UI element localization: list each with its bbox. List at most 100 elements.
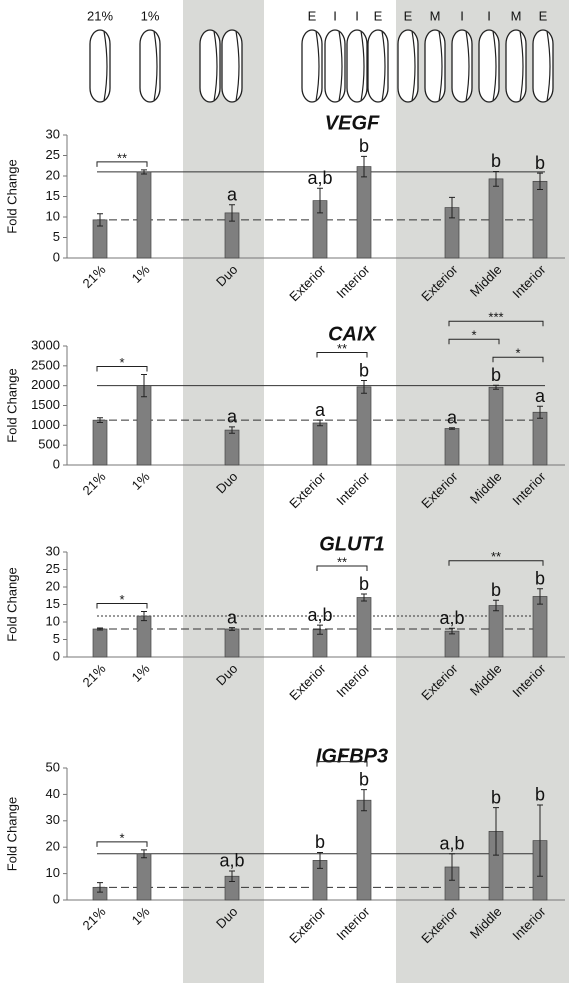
bar — [356, 597, 372, 658]
y-tick-label: 0 — [53, 891, 60, 906]
bar — [444, 428, 460, 466]
y-tick-label: 30 — [46, 812, 60, 827]
error-bar — [361, 789, 367, 812]
error-bar — [537, 588, 543, 605]
y-tick-label: 20 — [46, 839, 60, 854]
bar — [224, 628, 240, 658]
disk-edge — [411, 30, 416, 102]
disk-edge — [519, 30, 524, 102]
x-tick-label: Interior — [333, 660, 373, 700]
significance-bracket — [96, 161, 148, 167]
x-tick-label: 21% — [80, 661, 109, 690]
error-bar — [141, 169, 147, 175]
disk-edge — [315, 30, 320, 102]
significance-letter: b — [359, 360, 369, 380]
bar — [532, 180, 548, 259]
significance-letter: a — [227, 407, 238, 427]
y-tick-label: 5 — [53, 229, 60, 244]
x-tick-label: 1% — [129, 904, 153, 928]
significance-bracket — [96, 841, 148, 847]
chart-title: CAIX — [328, 323, 377, 345]
error-bar — [493, 599, 499, 612]
y-tick-label: 10 — [46, 865, 60, 880]
y-axis-label: Fold Change — [4, 567, 19, 641]
disk — [367, 29, 389, 103]
error-bar — [361, 380, 367, 394]
disk — [89, 29, 111, 103]
y-tick-label: 500 — [38, 437, 60, 452]
significance-letter: b — [535, 785, 545, 805]
x-tick-label: 1% — [129, 262, 153, 286]
significance-label: * — [119, 592, 124, 607]
significance-letter: b — [491, 151, 501, 171]
bar — [136, 171, 152, 259]
bar — [92, 419, 108, 466]
diagram-label: E — [539, 8, 548, 23]
chart-title: GLUT1 — [319, 533, 385, 555]
error-bar — [449, 196, 455, 219]
bar — [532, 411, 548, 466]
bar — [532, 596, 548, 658]
y-tick-label: 1500 — [31, 397, 60, 412]
disk — [532, 29, 554, 103]
y-tick-label: 10 — [46, 208, 60, 223]
bar — [444, 630, 460, 658]
disk — [478, 29, 500, 103]
error-bar — [229, 870, 235, 883]
disk — [451, 29, 473, 103]
diagram-label: 1% — [141, 8, 160, 23]
error-bar — [141, 374, 147, 398]
y-axis-label: Fold Change — [4, 797, 19, 871]
error-bar — [141, 611, 147, 622]
diagram-label: E — [374, 8, 383, 23]
significance-bracket — [492, 356, 544, 363]
y-tick-label: 40 — [46, 786, 60, 801]
y-tick-label: 25 — [46, 147, 60, 162]
diagram-label: 21% — [87, 8, 113, 23]
bar — [356, 799, 372, 901]
x-tick-label: Interior — [333, 903, 373, 943]
y-tick-label: 5 — [53, 631, 60, 646]
y-tick-label: 15 — [46, 596, 60, 611]
disk — [424, 29, 446, 103]
bar — [488, 178, 504, 259]
significance-letter: a,b — [307, 605, 332, 625]
x-tick-label: 21% — [80, 262, 109, 291]
disk — [505, 29, 527, 103]
significance-letter: a,b — [439, 608, 464, 628]
y-tick-label: 2500 — [31, 357, 60, 372]
disk — [139, 29, 161, 103]
significance-bracket — [316, 565, 368, 571]
significance-letter: a — [227, 607, 238, 627]
significance-letter: b — [491, 580, 501, 600]
error-bar — [97, 417, 103, 424]
shade — [183, 0, 264, 983]
bar — [312, 422, 328, 466]
disk — [346, 29, 368, 103]
significance-label: * — [515, 346, 520, 361]
significance-bracket — [96, 603, 148, 609]
x-tick-label: 1% — [129, 469, 153, 493]
significance-letter: a — [535, 386, 546, 406]
significance-bracket — [448, 320, 544, 327]
error-bar — [493, 170, 499, 187]
disk-edge — [381, 30, 386, 102]
y-tick-label: 25 — [46, 561, 60, 576]
diagram-label: I — [487, 8, 491, 23]
y-tick-label: 20 — [46, 578, 60, 593]
y-axis-label: Fold Change — [4, 159, 19, 233]
disk — [221, 29, 243, 103]
chart-title: IGFBP3 — [316, 745, 388, 767]
y-tick-label: 20 — [46, 167, 60, 182]
significance-label: * — [471, 328, 476, 343]
error-bar — [449, 427, 455, 430]
y-tick-label: 30 — [46, 126, 60, 141]
disk-edge — [235, 30, 240, 102]
disk-edge — [492, 30, 497, 102]
error-bar — [317, 624, 323, 635]
disk — [199, 29, 221, 103]
error-bar — [493, 384, 499, 390]
disk-edge — [153, 30, 158, 102]
